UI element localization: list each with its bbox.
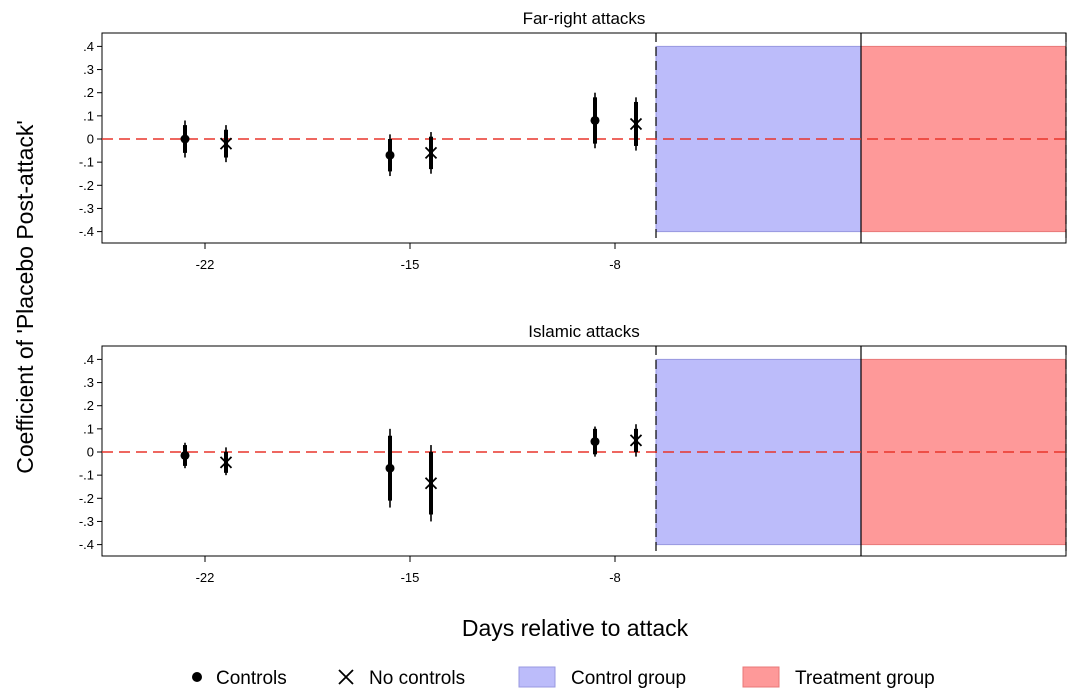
legend: Controls No controls Control group Treatmen… [192, 666, 935, 689]
controls-estimate [385, 134, 395, 177]
no-controls-estimate [424, 445, 438, 522]
y-tick-label: .4 [83, 352, 94, 367]
treatment-group-band [860, 358, 1067, 546]
no-controls-point [219, 456, 233, 469]
y-tick-label: .4 [83, 39, 94, 54]
controls-estimate [385, 428, 395, 508]
x-tick-label: -22 [196, 257, 215, 272]
y-tick-label: -.2 [79, 491, 94, 506]
legend-treatment-group-swatch [742, 666, 780, 688]
legend-control-group-label: Control group [571, 668, 686, 689]
controls-point [590, 437, 600, 447]
panel-title: Islamic attacks [528, 322, 639, 341]
y-tick-label: -.4 [79, 537, 94, 552]
y-tick-label: .2 [83, 85, 94, 100]
legend-controls-label: Controls [216, 668, 287, 689]
x-tick-label: -8 [609, 570, 621, 585]
no-controls-estimate [219, 125, 233, 163]
panel-islamic: Islamic attacks .4 .3 .2 .1 0 -.1 -.2 -.3 -.4 -22 -… [79, 322, 1067, 585]
legend-treatment-group-label: Treatment group [795, 668, 935, 689]
no-controls-estimate [629, 97, 643, 151]
y-tick-label: -.1 [79, 468, 94, 483]
panel-far-right: Far-right attacks .4 .3 .2 .1 0 -.1 -.2 -.3 -.4 -2… [79, 9, 1067, 272]
no-controls-point [219, 137, 233, 150]
x-tick-label: -8 [609, 257, 621, 272]
y-tick-label: .1 [83, 108, 94, 123]
controls-estimate [180, 120, 190, 158]
x-tick-label: -22 [196, 570, 215, 585]
controls-point [385, 463, 395, 473]
y-tick-label: .1 [83, 421, 94, 436]
no-controls-estimate [424, 132, 438, 174]
controls-point [385, 150, 395, 160]
y-tick-label: 0 [87, 445, 94, 460]
y-tick-label: -.3 [79, 514, 94, 529]
x-tick-label: -15 [401, 257, 420, 272]
y-axis-title: Coefficient of 'Placebo Post-attack' [12, 120, 38, 474]
x-tick-label: -15 [401, 570, 420, 585]
treatment-group-band [860, 45, 1067, 233]
no-controls-point [629, 117, 643, 131]
y-tick-label: -.2 [79, 178, 94, 193]
no-controls-estimate [629, 424, 643, 457]
controls-estimate [590, 92, 600, 149]
legend-control-group-swatch [518, 666, 556, 688]
controls-point [180, 450, 190, 460]
controls-estimate [590, 426, 600, 457]
legend-no-controls-label: No controls [369, 668, 465, 689]
y-tick-label: -.3 [79, 201, 94, 216]
y-tick-label: -.1 [79, 155, 94, 170]
x-axis-title: Days relative to attack [462, 615, 689, 641]
legend-no-controls-marker [338, 669, 354, 685]
no-controls-point [424, 477, 438, 490]
no-controls-point [424, 146, 438, 160]
y-tick-label: .3 [83, 62, 94, 77]
controls-point [180, 134, 190, 144]
panel-title: Far-right attacks [523, 9, 646, 28]
panels: Far-right attacks .4 .3 .2 .1 0 -.1 -.2 -.3 -.4 -2… [79, 9, 1067, 585]
y-tick-label: 0 [87, 132, 94, 147]
y-tick-label: -.4 [79, 224, 94, 239]
controls-estimate [180, 442, 190, 469]
no-controls-point [629, 434, 643, 447]
controls-point [590, 115, 600, 125]
legend-controls-marker [192, 672, 202, 682]
no-controls-estimate [219, 447, 233, 476]
y-tick-label: .3 [83, 375, 94, 390]
y-tick-label: .2 [83, 398, 94, 413]
